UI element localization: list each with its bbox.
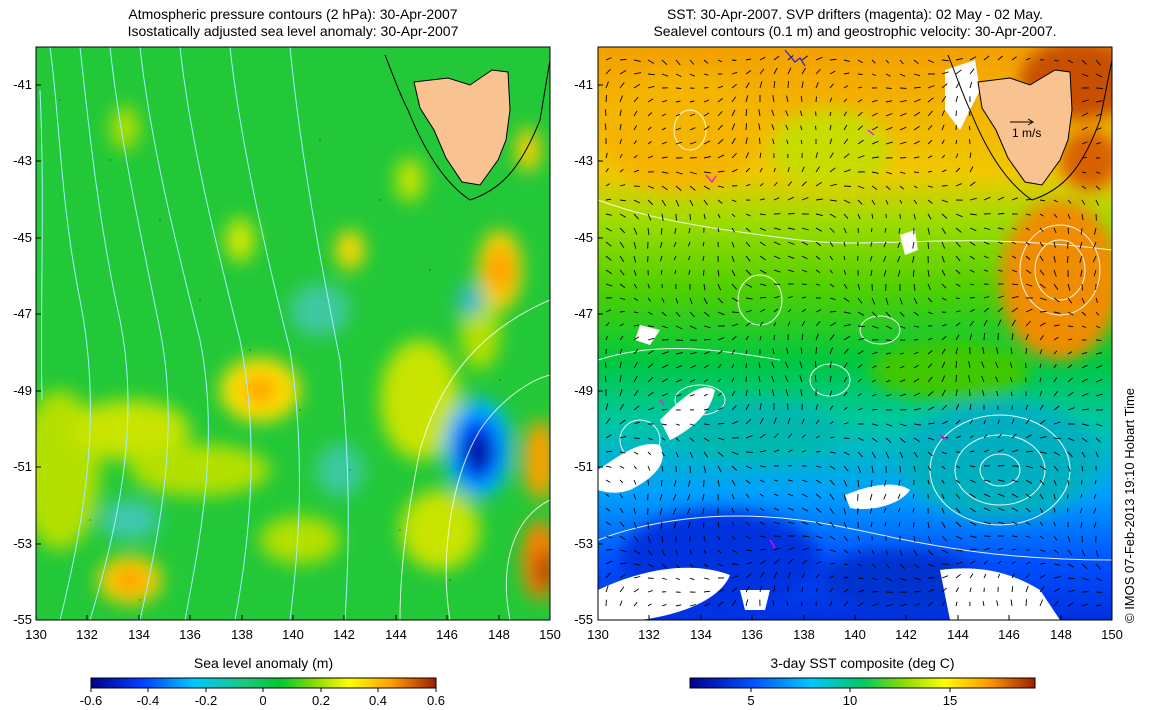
sla-cb-tick-5: 0.4	[368, 693, 388, 708]
axis-ticks	[36, 84, 1062, 620]
sla-cb-tick-3: 0	[259, 693, 267, 708]
shelf-contour-right	[947, 54, 1112, 201]
x-tick-right-9: 148	[1050, 627, 1072, 642]
sla-cb-tick-4: 0.2	[311, 693, 331, 708]
left-title-line1: Atmospheric pressure contours (2 hPa): 3…	[128, 6, 458, 22]
x-tick-right-7: 144	[947, 627, 969, 642]
x-tick-right-8: 146	[998, 627, 1020, 642]
y-tick-left-5: -51	[13, 459, 32, 474]
x-tick-right-0: 130	[587, 627, 609, 642]
y-tick-left-0: -41	[13, 77, 32, 92]
x-tick-right-5: 140	[844, 627, 866, 642]
x-tick-right-3: 136	[741, 627, 763, 642]
y-tick-right-4: -49	[574, 383, 593, 398]
x-tick-left-7: 144	[385, 627, 407, 642]
y-tick-left-3: -47	[13, 306, 32, 321]
y-tick-right-5: -51	[574, 459, 593, 474]
sla-cb-tick-6: 0.6	[426, 693, 446, 708]
drifter-tracks	[659, 129, 949, 549]
x-tick-left-5: 140	[282, 627, 304, 642]
tasmania-land-right	[977, 69, 1073, 186]
x-tick-left-10: 150	[539, 627, 561, 642]
sla-colorbar	[90, 677, 437, 689]
x-tick-left-3: 136	[179, 627, 201, 642]
y-tick-left-4: -49	[13, 383, 32, 398]
sst-colorbar	[689, 677, 1036, 689]
x-tick-left-0: 130	[25, 627, 47, 642]
sla-map	[36, 47, 550, 620]
y-tick-left-6: -53	[13, 536, 32, 551]
y-tick-right-3: -47	[574, 306, 593, 321]
x-tick-left-4: 138	[231, 627, 253, 642]
drifter-blue	[784, 49, 806, 67]
sla-contours-right	[598, 109, 1112, 561]
y-tick-right-0: -41	[574, 77, 593, 92]
velocity-scale-label: 1 m/s	[1012, 126, 1042, 140]
sst-colorbar-ticks	[750, 688, 951, 692]
cloud-mask	[598, 60, 1060, 620]
velocity-arrows	[604, 55, 1104, 607]
dot-stipple-left	[59, 99, 501, 601]
x-tick-left-2: 134	[128, 627, 150, 642]
x-tick-right-10: 150	[1101, 627, 1123, 642]
x-tick-right-2: 134	[690, 627, 712, 642]
y-tick-left-7: -55	[13, 612, 32, 627]
y-tick-left-1: -43	[13, 153, 32, 168]
y-tick-right-1: -43	[574, 153, 593, 168]
sla-contours-left	[399, 299, 550, 620]
sla-cb-tick-0: -0.6	[79, 693, 103, 708]
sst-cb-tick-1: 10	[842, 693, 858, 708]
shelf-contour-left	[384, 54, 550, 201]
y-tick-right-6: -53	[574, 536, 593, 551]
x-tick-right-1: 132	[638, 627, 660, 642]
x-tick-left-8: 146	[436, 627, 458, 642]
sst-cb-tick-2: 15	[942, 693, 958, 708]
y-tick-left-2: -45	[13, 230, 32, 245]
pressure-contours	[39, 47, 349, 620]
right-title-line2: Sealevel contours (0.1 m) and geostrophi…	[653, 23, 1057, 39]
x-tick-left-1: 132	[76, 627, 98, 642]
credit-text: © IMOS 07-Feb-2013 19:10 Hobart Time	[1122, 387, 1137, 623]
x-tick-right-4: 138	[793, 627, 815, 642]
sla-cb-tick-1: -0.4	[136, 693, 160, 708]
x-tick-right-6: 142	[895, 627, 917, 642]
sla-cb-tick-2: -0.2	[194, 693, 218, 708]
sla-colorbar-label: Sea level anomaly (m)	[193, 655, 334, 671]
left-title-line2: Isostatically adjusted sea level anomaly…	[127, 23, 459, 39]
velocity-scale	[1010, 118, 1034, 126]
y-tick-right-7: -55	[574, 612, 593, 627]
sst-cb-tick-0: 5	[747, 693, 755, 708]
x-tick-left-9: 148	[488, 627, 510, 642]
sst-colorbar-label: 3-day SST composite (deg C)	[770, 655, 955, 671]
velocity-arrow-field	[604, 55, 1104, 607]
tasmania-land-left	[413, 69, 511, 186]
right-title-line1: SST: 30-Apr-2007. SVP drifters (magenta)…	[666, 6, 1044, 22]
x-tick-left-6: 142	[333, 627, 355, 642]
y-tick-right-2: -45	[574, 230, 593, 245]
sst-map	[598, 47, 1112, 620]
sla-colorbar-ticks	[90, 688, 437, 692]
